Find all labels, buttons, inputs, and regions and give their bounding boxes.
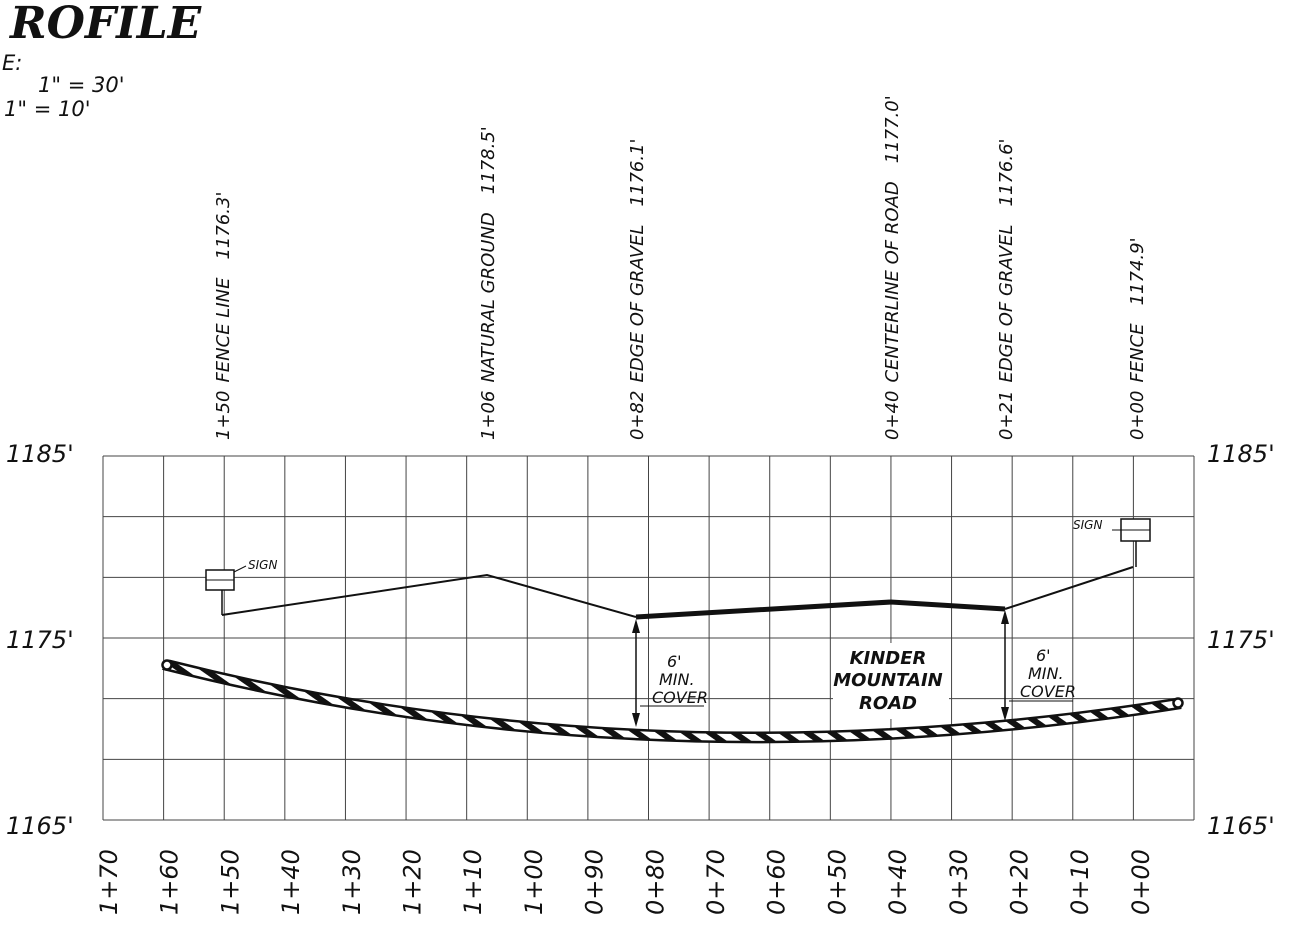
station-label: 0+50 [823,849,851,915]
station-label: 1+10 [459,849,487,915]
station-label: 1+30 [338,849,366,915]
callout-label: 0+00 FENCE 1174.9' [1127,237,1148,440]
road-name-line-1: KINDER [850,648,927,669]
callout-label: 0+82 EDGE OF GRAVEL 1176.1' [627,139,648,441]
callout-station: 1+50 [213,391,234,440]
callout-feature: CENTERLINE OF ROAD [882,181,903,382]
elevation-label-left-mid: 1175' [6,626,74,654]
station-label: 1+40 [277,849,305,915]
sign-left-label: SIGN [248,558,277,572]
sign-left [205,565,247,615]
station-label: 0+80 [641,849,669,915]
drawing-title: ROFILE [8,0,203,49]
fence-ground-line [1004,566,1134,610]
callout-elevation: 1176.3' [213,192,234,260]
cover-right-feet: 6' [1036,646,1051,665]
cover-dimension-left [632,619,704,727]
callout-station: 0+82 [627,391,648,440]
station-label: 0+90 [581,849,609,915]
cover-right-cover: COVER [1020,682,1076,701]
scale-label: E: [2,51,22,75]
pipe-end-right [1172,697,1184,709]
road-gravel-line [635,599,1006,620]
station-label: 0+10 [1066,849,1094,915]
station-label: 1+60 [156,849,184,915]
vertical-scale: 1" = 10' [4,97,90,121]
sign-right-label: SIGN [1073,518,1102,532]
callout-feature: EDGE OF GRAVEL [996,224,1017,382]
station-label: 0+00 [1127,849,1155,915]
callout-feature: EDGE OF GRAVEL [627,224,648,382]
station-label: 1+70 [95,849,123,915]
callout-feature: NATURAL GROUND [478,212,499,382]
road-name-line-2: MOUNTAIN [833,670,942,691]
callout-labels: 1+50FENCE LINE1176.3'1+06NATURAL GROUND1… [213,95,1148,440]
elevation-label-right-top: 1185' [1207,440,1275,468]
callout-label: 1+06 NATURAL GROUND 1178.5' [478,126,499,440]
cover-left-min: MIN. [659,670,695,689]
station-label: 0+30 [945,849,973,915]
station-label: 1+20 [399,849,427,915]
callout-label: 0+40 CENTERLINE OF ROAD 1177.0' [882,95,903,440]
station-labels: 1+70 1+60 1+50 1+40 1+30 1+20 1+10 1+00 0+90 0+80… [95,849,1155,915]
elevation-label-left-top: 1185' [6,440,74,468]
station-label: 1+00 [520,849,548,915]
station-label: 0+60 [763,849,791,915]
cover-left-feet: 6' [667,652,682,671]
station-label: 0+20 [1006,849,1034,915]
profile-grid [102,455,1195,821]
station-label: 0+70 [702,849,730,915]
elevation-label-right-bottom: 1165' [1207,812,1275,840]
callout-station: 1+06 [478,391,499,440]
pipe-end-left [161,659,173,671]
callout-station: 0+21 [996,391,1017,440]
callout-feature: FENCE LINE [213,277,234,383]
station-label: 0+40 [884,849,912,915]
elevation-label-right-mid: 1175' [1207,626,1275,654]
cover-dimension-right [1001,610,1073,721]
road-name-line-3: ROAD [859,693,917,714]
sign-right [1112,518,1151,567]
callout-station: 0+00 [1127,391,1148,440]
horizontal-scale: 1" = 30' [38,73,124,97]
natural-ground-line [221,573,637,618]
elevation-label-left-bottom: 1165' [6,812,74,840]
cover-left-cover: COVER [652,688,708,707]
callout-elevation: 1176.1' [627,139,648,207]
station-label: 1+50 [216,849,244,915]
callout-elevation: 1177.0' [882,95,903,163]
callout-elevation: 1176.6' [996,139,1017,207]
callout-label: 1+50 FENCE LINE 1176.3' [213,192,234,440]
road-name-backdrop [833,643,949,719]
callout-elevation: 1178.5' [478,126,499,194]
callout-station: 0+40 [882,391,903,440]
callout-feature: FENCE [1127,323,1148,383]
callout-elevation: 1174.9' [1127,237,1148,305]
cover-right-min: MIN. [1028,664,1064,683]
callout-label: 0+21 EDGE OF GRAVEL 1176.6' [996,139,1017,441]
